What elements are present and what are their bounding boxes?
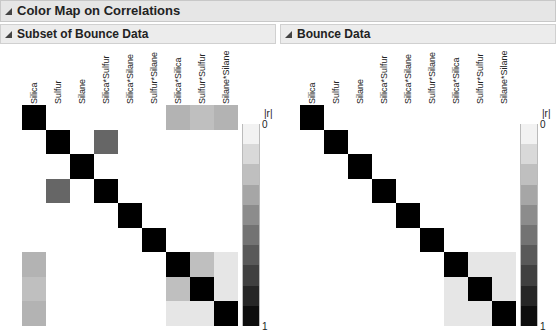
svg-text:Silica*Silane: Silica*Silane xyxy=(403,54,413,104)
html-text:Bounce Data: Bounce Data xyxy=(297,27,371,41)
svg-text:Sulfur*Silane: Sulfur*Silane xyxy=(427,52,437,104)
svg-text:Silica*Sulfur: Silica*Sulfur xyxy=(101,55,111,104)
svg-text:|r|: |r| xyxy=(542,108,551,119)
svg-text:Silica: Silica xyxy=(307,82,317,104)
svg-text:Silica*Silane: Silica*Silane xyxy=(125,54,135,104)
html-text:Subset of Bounce Data: Subset of Bounce Data xyxy=(17,27,149,41)
svg-text:Silane*Silane: Silane*Silane xyxy=(499,50,509,104)
svg-text:1: 1 xyxy=(540,321,546,332)
svg-text:0: 0 xyxy=(540,119,546,130)
svg-text:Sulfur*Sulfur: Sulfur*Sulfur xyxy=(475,53,485,104)
svg-text:Sulfur*Silane: Sulfur*Silane xyxy=(149,52,159,104)
svg-text:|r|: |r| xyxy=(264,108,273,119)
svg-text:Silane*Silane: Silane*Silane xyxy=(221,50,231,104)
svg-text:Sulfur*Sulfur: Sulfur*Sulfur xyxy=(197,53,207,104)
html-text:Color Map on Correlations: Color Map on Correlations xyxy=(17,3,181,18)
svg-text:Silica: Silica xyxy=(29,82,39,104)
svg-text:Silica*Sulfur: Silica*Sulfur xyxy=(379,55,389,104)
svg-text:Silica*Silica: Silica*Silica xyxy=(173,57,183,104)
svg-text:0: 0 xyxy=(262,119,268,130)
svg-text:Silane: Silane xyxy=(355,79,365,104)
svg-text:Silane: Silane xyxy=(77,79,87,104)
svg-text:Silica*Silica: Silica*Silica xyxy=(451,57,461,104)
svg-text:Sulfur: Sulfur xyxy=(331,80,341,104)
svg-text:1: 1 xyxy=(262,321,268,332)
svg-text:Sulfur: Sulfur xyxy=(53,80,63,104)
